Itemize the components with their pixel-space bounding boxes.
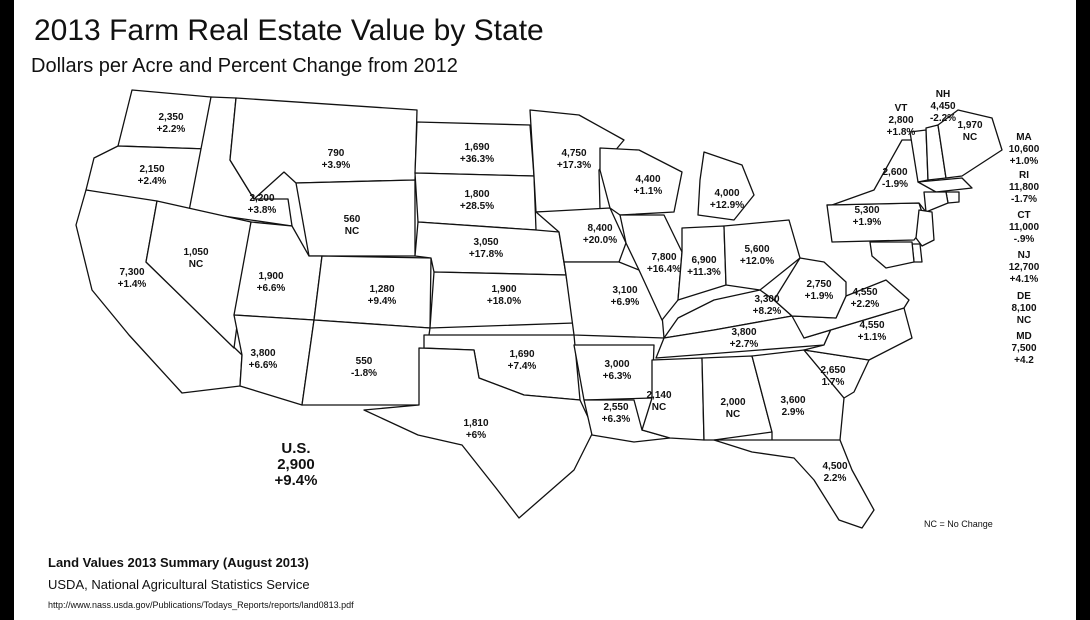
label-nv: 1,050 NC — [183, 247, 208, 270]
label-pa: 5,300 +1.9% — [853, 205, 882, 228]
label-al: 2,000 NC — [720, 397, 745, 420]
state-me — [937, 109, 1003, 179]
label-oh: 5,600 +12.0% — [740, 244, 774, 267]
state-wv — [773, 257, 847, 319]
label-tx: 1,810 +6% — [463, 418, 488, 441]
label-vt: VT 2,800 +1.8% — [887, 103, 916, 138]
label-wa: 2,350 +2.2% — [157, 112, 186, 135]
label-ok: 1,690 +7.4% — [508, 349, 537, 372]
label-ky: 3,300 +8.2% — [753, 294, 782, 317]
state-ma — [917, 177, 973, 193]
state-oh — [723, 219, 801, 291]
label-az: 3,800 +6.6% — [249, 348, 278, 371]
state-labels: 2,350 +2.2% 2,150 +2.4% 7,300 +1.4% 2,200 +3… — [118, 89, 1040, 489]
label-tn: 3,800 +2.7% — [730, 327, 759, 350]
label-il: 7,800 +16.4% — [647, 252, 681, 275]
label-or: 2,150 +2.4% — [138, 164, 167, 187]
label-fl: 4,500 2.2% — [822, 461, 847, 484]
label-ar: 3,000 +6.3% — [603, 359, 632, 382]
label-ny: 2,600 -1.9% — [882, 167, 908, 190]
label-ks: 1,900 +18.0% — [487, 284, 521, 307]
label-ne: 3,050 +17.8% — [469, 237, 503, 260]
map-title: 2013 Farm Real Estate Value by State — [34, 14, 544, 47]
state-ct — [923, 191, 949, 213]
state-al — [701, 355, 773, 441]
state-mn — [529, 109, 625, 213]
map-subtitle: Dollars per Acre and Percent Change from… — [31, 55, 458, 77]
figure-panel: 2013 Farm Real Estate Value by State Dol… — [14, 0, 1076, 620]
state-mo — [563, 261, 665, 339]
label-co: 1,280 +9.4% — [368, 284, 397, 307]
label-mn: 4,750 +17.3% — [557, 148, 591, 171]
state-wi — [599, 147, 683, 216]
label-us-total: U.S. 2,900 +9.4% — [275, 440, 318, 489]
state-md — [869, 241, 915, 269]
label-in: 6,900 +11.3% — [687, 255, 721, 278]
label-nc: 4,550 +1.1% — [858, 320, 887, 343]
label-md: MD 7,500 +4.2 — [1011, 331, 1036, 366]
state-il — [619, 214, 683, 321]
state-nv — [145, 200, 252, 349]
label-ga: 3,600 2.9% — [780, 395, 805, 418]
label-wi: 4,400 +1.1% — [634, 174, 663, 197]
label-wy: 560 NC — [344, 214, 361, 237]
state-mi — [697, 151, 755, 221]
label-nm: 550 -1.8% — [351, 356, 377, 379]
label-id: 2,200 +3.8% — [248, 193, 277, 216]
state-tx — [363, 347, 595, 519]
label-ca: 7,300 +1.4% — [118, 267, 147, 290]
label-mi: 4,000 +12.9% — [710, 188, 744, 211]
label-mo: 3,100 +6.9% — [611, 285, 640, 308]
label-mt: 790 +3.9% — [322, 148, 351, 171]
source-url: http://www.nass.usda.gov/Publications/To… — [48, 600, 354, 610]
label-de: DE 8,100 NC — [1011, 291, 1036, 326]
state-az — [233, 314, 315, 406]
label-ma: MA 10,600 +1.0% — [1009, 132, 1040, 167]
state-fl — [713, 439, 875, 529]
label-wv: 2,750 +1.9% — [805, 279, 834, 302]
state-in — [677, 225, 727, 301]
label-la: 2,550 +6.3% — [602, 402, 631, 425]
label-ri: RI 11,800 -1.7% — [1009, 170, 1039, 205]
source-title: Land Values 2013 Summary (August 2013) — [48, 555, 309, 570]
state-nj — [915, 209, 935, 247]
legend-note: NC = No Change — [924, 519, 993, 529]
label-nh: NH 4,450 -2.2% — [930, 89, 956, 124]
label-nj: NJ 12,700 +4.1% — [1009, 250, 1040, 285]
label-me: 1,970 NC — [957, 120, 982, 143]
label-va: 4,550 +2.2% — [851, 287, 880, 310]
source-agency: USDA, National Agricultural Statistics S… — [48, 577, 310, 592]
label-sd: 1,800 +28.5% — [460, 189, 494, 212]
label-ms: 2,140 NC — [646, 390, 671, 413]
label-sc: 2,650 1.7% — [820, 365, 845, 388]
label-ct: CT 11,000 -.9% — [1009, 210, 1039, 245]
us-state-map: 2,350 +2.2% 2,150 +2.4% 7,300 +1.4% 2,200 +3… — [75, 89, 1040, 529]
label-nd: 1,690 +36.3% — [460, 142, 494, 165]
state-outlines — [75, 89, 1003, 529]
label-ut: 1,900 +6.6% — [257, 271, 286, 294]
label-ia: 8,400 +20.0% — [583, 223, 617, 246]
